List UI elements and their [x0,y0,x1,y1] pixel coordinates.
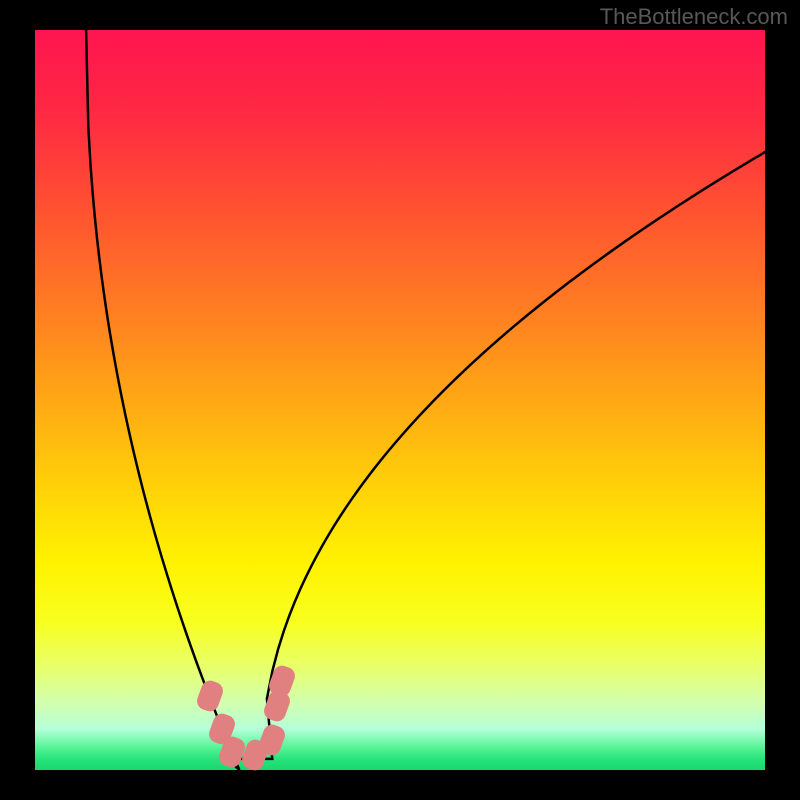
watermark-label: TheBottleneck.com [600,4,788,30]
chart-curve-svg [35,30,765,770]
bottleneck-curve [86,30,765,770]
chart-plot-area [35,30,765,770]
